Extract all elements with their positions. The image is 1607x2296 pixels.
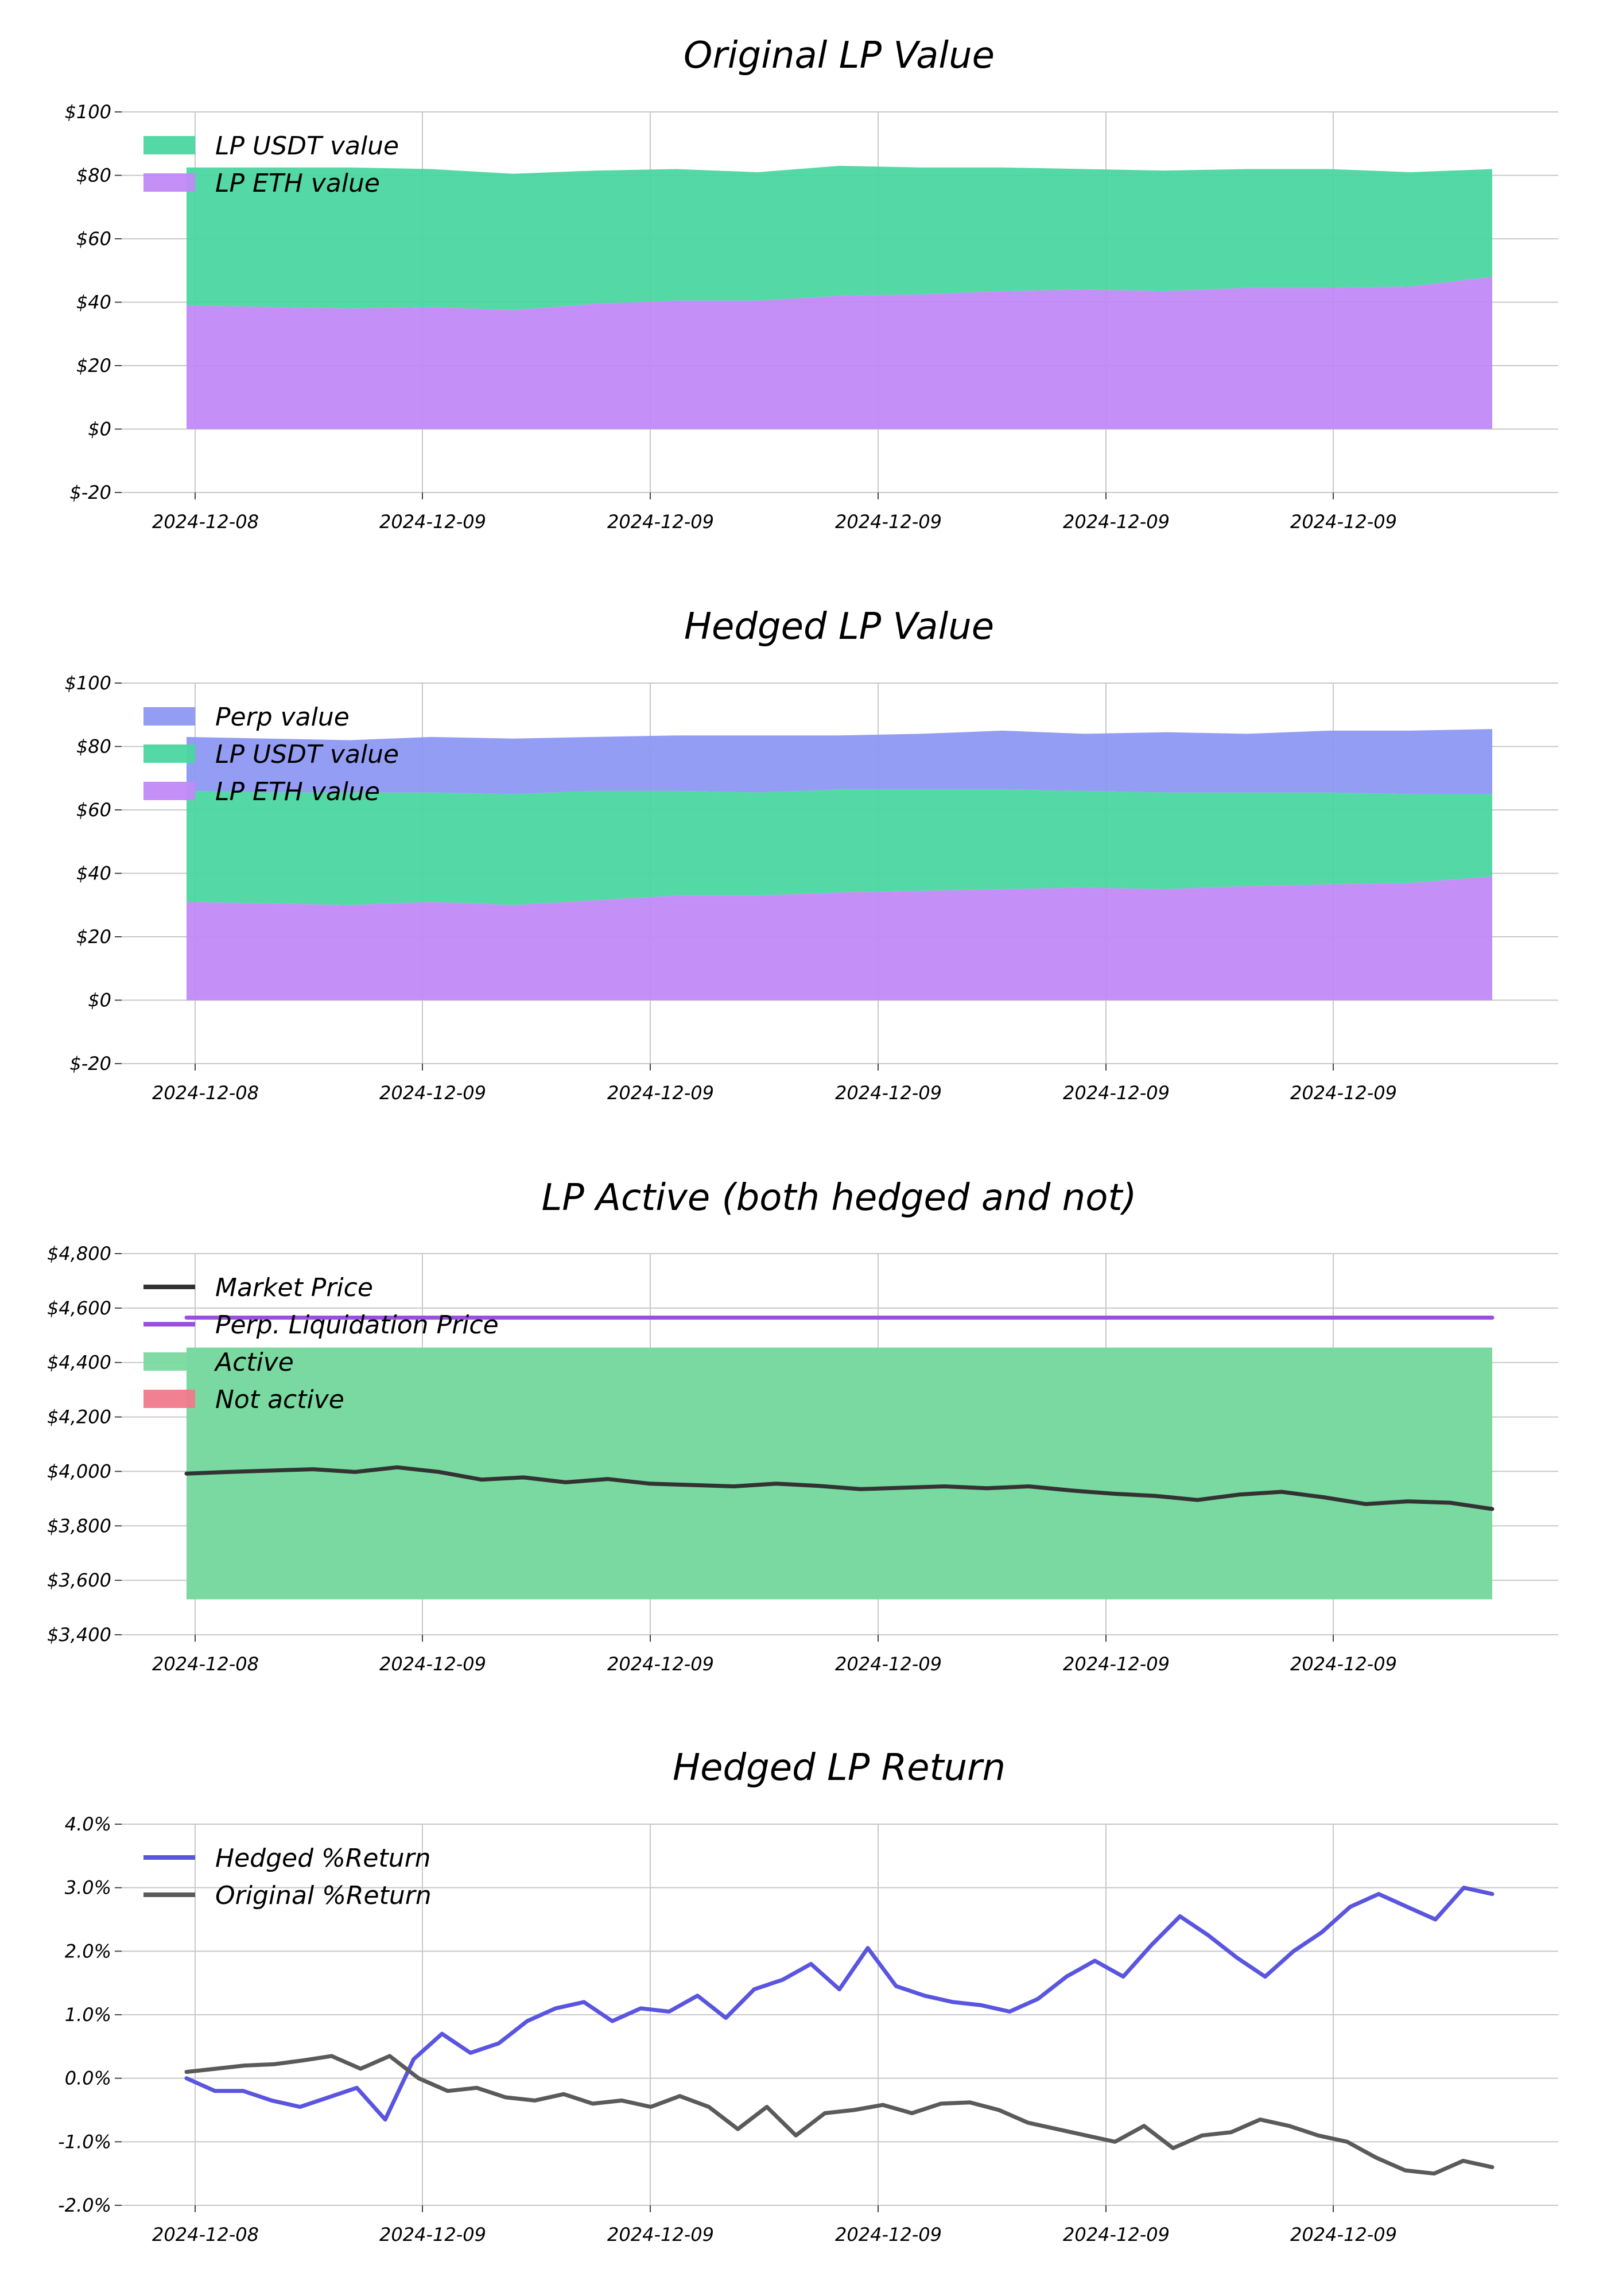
y-tick-label: $3,800 [47, 1515, 111, 1537]
legend-label: Perp. Liquidation Price [215, 1310, 499, 1340]
legend-label: LP ETH value [215, 169, 380, 198]
area-lp-usdt-value [187, 165, 1492, 311]
legend-swatch [143, 782, 195, 800]
chart-title: Hedged LP Return [673, 1747, 1006, 1789]
y-tick-label: $100 [65, 101, 111, 123]
x-tick-label: 2024-12-09 [1290, 2224, 1397, 2245]
y-tick-label: -2.0% [58, 2194, 111, 2216]
line-market-price [184, 1465, 1495, 1511]
legend-label: Market Price [215, 1273, 373, 1302]
x-tick-label: 2024-12-09 [607, 1082, 714, 1104]
chart-panel-2: Hedged LP Value $-20 $0 $20 $40 $60 $80 $100 202… [65, 606, 1558, 1104]
y-tick-label: $100 [65, 672, 111, 694]
x-tick-label: 2024-12-08 [152, 1653, 259, 1675]
legend-label: Perp value [215, 703, 350, 732]
x-tick-label: 2024-12-09 [1063, 511, 1170, 533]
y-tick-label: 4.0% [65, 1813, 111, 1835]
y-tick-label: -1.0% [58, 2131, 111, 2152]
legend-label: LP ETH value [215, 777, 380, 806]
chart-panel-1: Original LP Value $-20 $0 $20 $40 $60 $80 $100 2… [65, 34, 1558, 533]
x-tick-label: 2024-12-09 [607, 1653, 714, 1675]
y-tick-label: $4,400 [47, 1352, 111, 1374]
y-tick-label: $80 [76, 165, 111, 187]
y-tick-label: $20 [76, 926, 111, 948]
x-tick-label: 2024-12-09 [835, 1082, 942, 1104]
legend-label: LP USDT value [215, 740, 399, 769]
legend-label: LP USDT value [215, 131, 399, 161]
y-tick-label: 2.0% [65, 1940, 111, 1962]
y-tick-label: $40 [76, 863, 111, 885]
x-tick-label: 2024-12-09 [1063, 1653, 1170, 1675]
legend-swatch [143, 1390, 195, 1408]
legend: LP USDT value LP ETH value [143, 131, 399, 198]
y-tick-label: $80 [76, 736, 111, 758]
chart-title: Original LP Value [684, 34, 995, 77]
y-tick-label: $0 [88, 990, 111, 1011]
legend-label: Hedged %Return [215, 1844, 431, 1873]
y-tick-label: $4,000 [47, 1460, 111, 1482]
legend-label: Not active [215, 1385, 344, 1414]
legend-label: Original %Return [215, 1881, 432, 1910]
y-tick-label: $4,600 [47, 1297, 111, 1319]
x-tick-label: 2024-12-09 [835, 511, 942, 533]
y-tick-label: $4,200 [47, 1406, 111, 1428]
x-tick-label: 2024-12-09 [379, 1082, 486, 1104]
x-tick-label: 2024-12-08 [152, 1082, 259, 1104]
x-tick-label: 2024-12-09 [379, 511, 486, 533]
y-tick-label: $4,800 [47, 1243, 111, 1265]
y-tick-label: 0.0% [65, 2068, 111, 2089]
x-tick-label: 2024-12-08 [152, 511, 259, 533]
x-tick-label: 2024-12-09 [1290, 511, 1397, 533]
x-tick-label: 2024-12-09 [607, 2224, 714, 2245]
x-tick-label: 2024-12-09 [1290, 1082, 1397, 1104]
legend: Perp value LP USDT value LP ETH value [143, 703, 399, 806]
area-lp-usdt-value [187, 789, 1492, 905]
y-tick-label: $-20 [69, 1053, 111, 1075]
x-tick-label: 2024-12-09 [835, 1653, 942, 1675]
legend-swatch [143, 744, 195, 763]
y-tick-label: $0 [88, 418, 111, 440]
x-tick-label: 2024-12-09 [379, 2224, 486, 2245]
line-hedged-return [184, 1886, 1495, 2122]
x-tick-label: 2024-12-09 [1063, 1082, 1170, 1104]
y-tick-label: $60 [76, 228, 111, 250]
active-band [187, 1347, 1492, 1600]
area-lp-eth-value [187, 876, 1492, 1000]
legend: Market Price Perp. Liquidation Price Activ… [143, 1273, 499, 1414]
legend-swatch [143, 1352, 195, 1371]
y-tick-label: $3,600 [47, 1569, 111, 1591]
x-tick-label: 2024-12-09 [1290, 1653, 1397, 1675]
y-tick-label: $20 [76, 355, 111, 377]
y-tick-label: $60 [76, 799, 111, 821]
area-perp-value [187, 729, 1492, 794]
y-tick-label: $40 [76, 292, 111, 313]
y-tick-label: 3.0% [65, 1877, 111, 1899]
legend-swatch [143, 173, 195, 192]
x-tick-label: 2024-12-09 [379, 1653, 486, 1675]
legend-label: Active [214, 1348, 294, 1377]
chart-title: LP Active (both hedged and not) [542, 1177, 1137, 1219]
y-tick-label: $3,400 [47, 1624, 111, 1646]
chart-panel-4: Hedged LP Return -2.0% -1.0% 0.0% 1.0% 2.0% 3.… [58, 1747, 1558, 2245]
y-tick-label: 1.0% [65, 2004, 111, 2026]
line-original-return [184, 2054, 1495, 2176]
x-tick-label: 2024-12-09 [607, 511, 714, 533]
x-tick-label: 2024-12-09 [835, 2224, 942, 2245]
chart-panel-3: LP Active (both hedged and not) $3,400 $3,… [47, 1177, 1558, 1675]
legend-swatch [143, 707, 195, 726]
legend-swatch [143, 136, 195, 154]
area-lp-eth-value [187, 277, 1492, 429]
y-tick-label: $-20 [69, 482, 111, 503]
x-tick-label: 2024-12-08 [152, 2224, 259, 2245]
legend: Hedged %Return Original %Return [143, 1844, 432, 1910]
chart-title: Hedged LP Value [684, 606, 994, 648]
x-tick-label: 2024-12-09 [1063, 2224, 1170, 2245]
